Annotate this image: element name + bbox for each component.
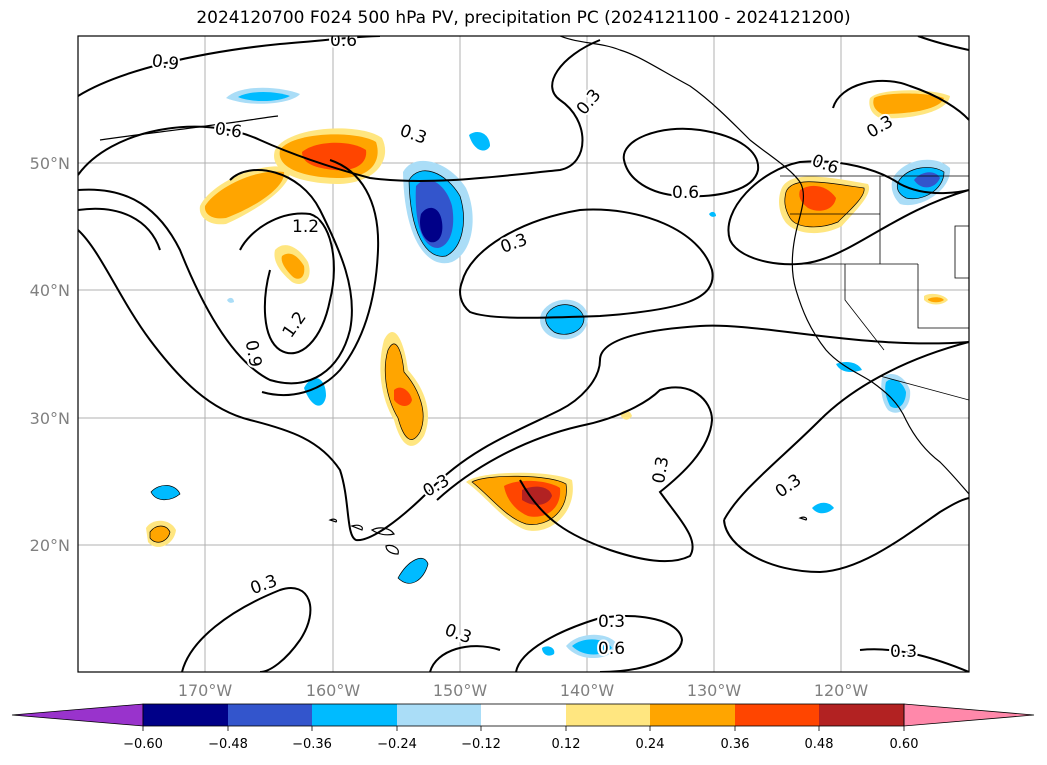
contour-label: 0.6 xyxy=(598,639,625,659)
precip-cell-negative xyxy=(398,558,428,584)
lon-label: 150°W xyxy=(433,681,488,700)
precip-cell-negative xyxy=(469,132,490,151)
map-border xyxy=(77,35,970,673)
colorbar-segment xyxy=(397,704,481,726)
contour-label: 0.6 xyxy=(672,183,699,203)
lon-label: 130°W xyxy=(687,681,742,700)
lat-label: 50°N xyxy=(30,154,70,173)
colorbar-tick-label: −0.36 xyxy=(292,737,332,752)
precip-cell-negative xyxy=(812,502,834,514)
pv-contours xyxy=(78,36,969,672)
precip-outlines xyxy=(149,167,945,584)
lon-label: 160°W xyxy=(306,681,361,700)
contour-label: 0.6 xyxy=(214,119,244,143)
contour-label: 1.2 xyxy=(292,217,319,237)
colorbar-segment xyxy=(481,704,566,726)
lat-label: 40°N xyxy=(30,281,70,300)
colorbar-tick-label: 0.12 xyxy=(552,737,581,752)
colorbar-segment xyxy=(650,704,735,726)
lat-label: 30°N xyxy=(30,409,70,428)
lat-labels: 50°N 40°N 30°N 20°N xyxy=(30,154,70,555)
contour-label: 0.3 xyxy=(890,642,917,662)
graticule xyxy=(78,36,969,672)
colorbar-extend-high xyxy=(903,703,1035,727)
colorbar-tick-label: −0.12 xyxy=(461,737,501,752)
colorbar-tick-label: −0.60 xyxy=(123,737,163,752)
lon-label: 140°W xyxy=(560,681,615,700)
contour-label: 0.6 xyxy=(330,31,357,51)
colorbar-segment xyxy=(819,704,904,726)
colorbar-segment xyxy=(143,704,228,726)
map-panel xyxy=(78,36,969,672)
precip-shading xyxy=(146,87,951,659)
colorbar-tick-label: 0.60 xyxy=(890,737,919,752)
lon-label: 120°W xyxy=(814,681,869,700)
precip-cell-negative xyxy=(151,485,180,500)
state-borders xyxy=(780,175,969,401)
colorbar-tick-label: −0.48 xyxy=(208,737,248,752)
map-title: 2024120700 F024 500 hPa PV, precipitatio… xyxy=(196,8,851,28)
colorbar-segment xyxy=(228,704,312,726)
colorbar-segment xyxy=(312,704,397,726)
colorbar: −0.60 −0.48 −0.36 −0.24 −0.12 0.12 0.24 … xyxy=(11,703,1035,752)
colorbar-tick-label: 0.48 xyxy=(805,737,834,752)
lat-label: 20°N xyxy=(30,536,70,555)
colorbar-segment xyxy=(735,704,819,726)
contour-label: 0.9 xyxy=(151,51,181,75)
lon-labels: 170°W 160°W 150°W 140°W 130°W 120°W xyxy=(178,681,869,700)
colorbar-tick-label: 0.36 xyxy=(721,737,750,752)
colorbar-tick-label: 0.24 xyxy=(636,737,665,752)
colorbar-segment xyxy=(566,704,650,726)
lon-label: 170°W xyxy=(178,681,233,700)
colorbar-tick-label: −0.24 xyxy=(377,737,417,752)
colorbar-extend-low xyxy=(11,703,144,727)
contour-label: 0.3 xyxy=(598,612,625,632)
